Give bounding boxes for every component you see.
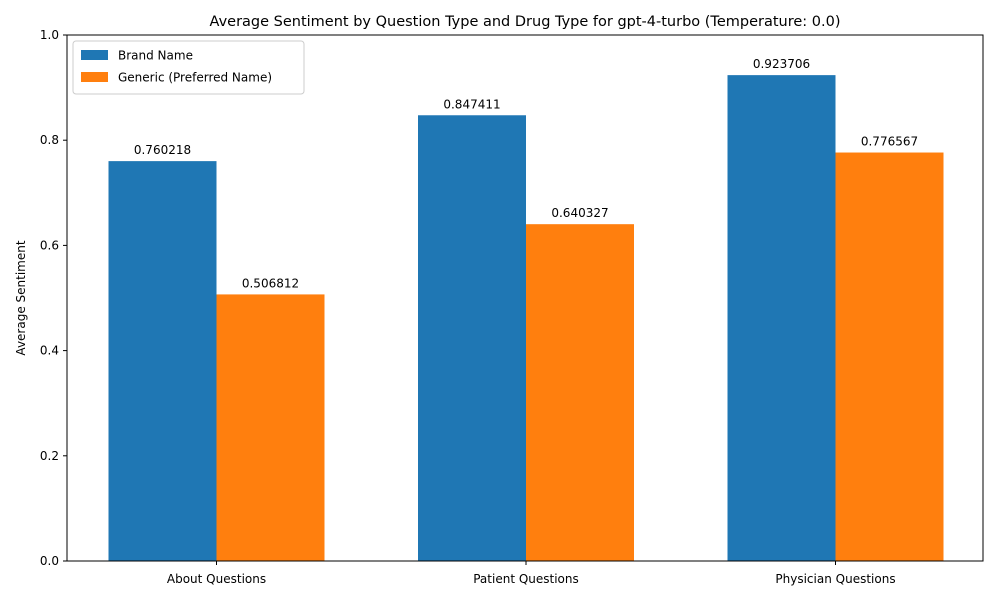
bar-value-label: 0.506812 — [242, 276, 299, 290]
y-axis-title: Average Sentiment — [14, 240, 28, 355]
y-tick-label: 0.8 — [40, 133, 59, 147]
legend: Brand Name Generic (Preferred Name) — [72, 40, 305, 95]
bar-generic-1 — [526, 224, 634, 562]
bar-value-label: 0.760218 — [134, 143, 191, 157]
y-tick-label: 0.2 — [40, 449, 59, 463]
axes-frame — [66, 34, 984, 562]
y-tick-label: 0.4 — [40, 344, 59, 358]
legend-entry-label: Brand Name — [118, 49, 193, 63]
plot-area: 0.760218 0.506812 About Questions 0.847411 0… — [40, 28, 984, 586]
bar-generic-0 — [216, 294, 325, 561]
bar-generic-2 — [835, 152, 944, 561]
bar-value-label: 0.847411 — [443, 97, 500, 111]
bar-value-label: 0.640327 — [551, 206, 608, 220]
chart-title: Average Sentiment by Question Type and D… — [210, 14, 841, 30]
bar-value-label: 0.776567 — [861, 135, 918, 149]
bar-brand-1 — [418, 115, 526, 561]
legend-entry-label: Generic (Preferred Name) — [118, 71, 272, 85]
legend-swatch — [81, 50, 108, 60]
bar-brand-2 — [727, 75, 836, 561]
x-tick-label: Patient Questions — [473, 572, 579, 586]
y-tick-label: 1.0 — [40, 28, 59, 42]
y-tick-label: 0.0 — [40, 554, 59, 568]
legend-swatch — [81, 72, 108, 82]
x-tick-label: Physician Questions — [775, 572, 895, 586]
legend-box — [72, 40, 305, 95]
x-tick-label: About Questions — [167, 572, 266, 586]
y-tick-label: 0.6 — [40, 238, 59, 252]
bar-brand-0 — [108, 161, 217, 561]
bar-value-label: 0.923706 — [753, 57, 810, 71]
